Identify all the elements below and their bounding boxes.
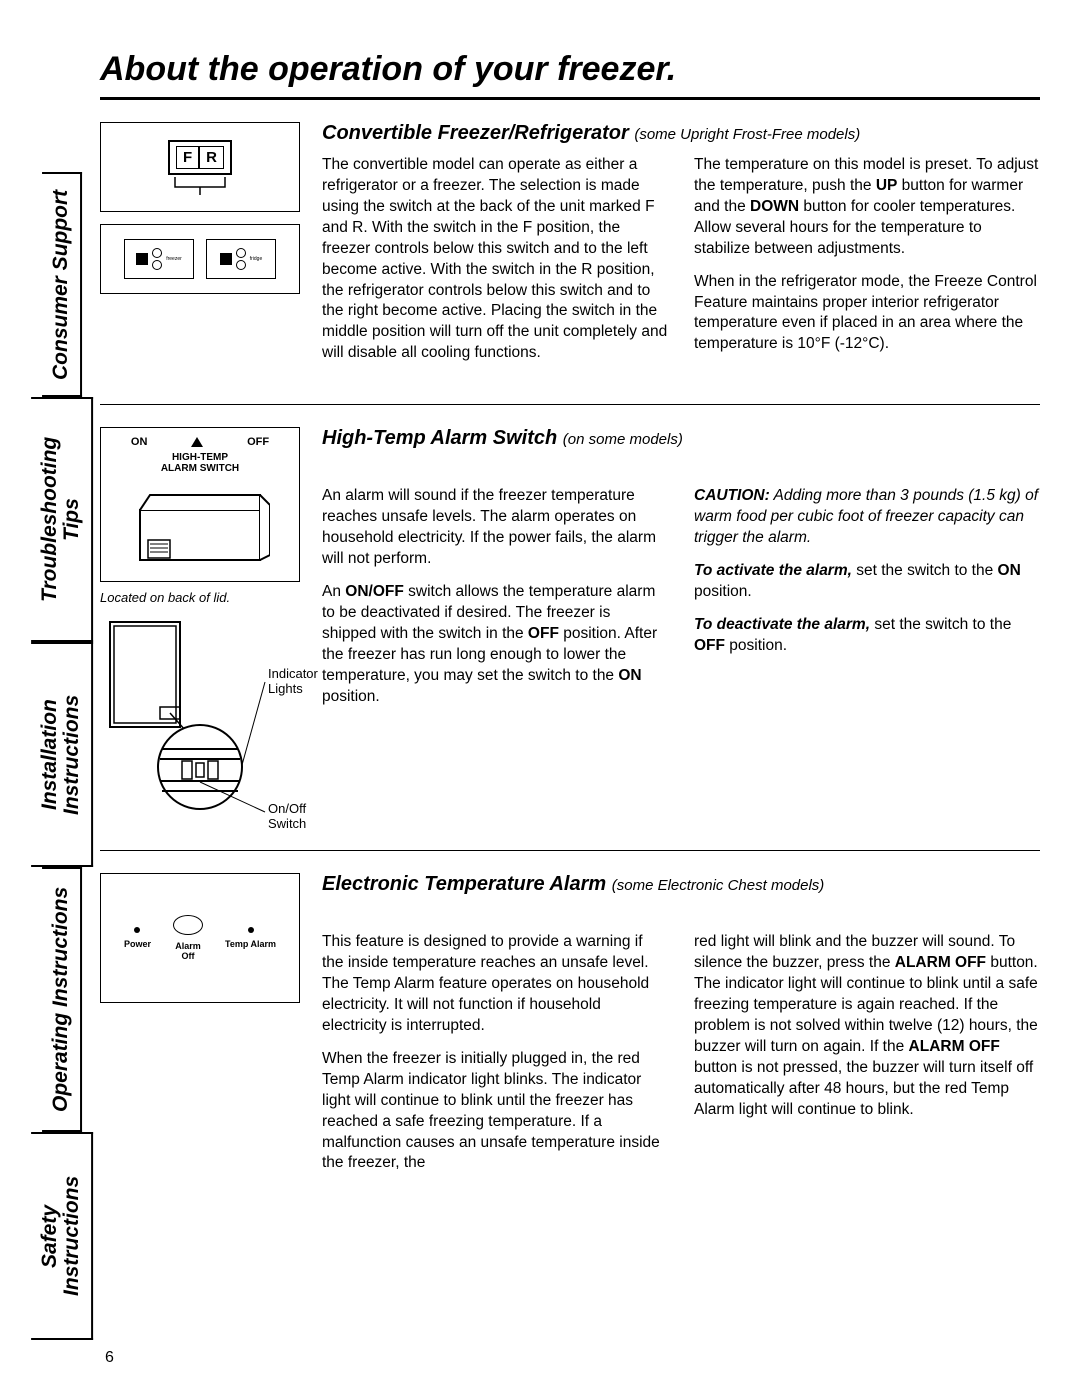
fr-r-label: R [199, 146, 224, 169]
tab-safety[interactable]: Safety Instructions [31, 1132, 93, 1340]
s2-c2-p2: To activate the alarm, set the switch to… [694, 561, 1040, 603]
s1-c2-p2: When in the refrigerator mode, the Freez… [694, 272, 1040, 356]
chest-freezer-icon [130, 480, 270, 570]
diagram-electronic-alarm: Power Alarm Off Temp Alarm [100, 873, 300, 1186]
section2-heading: High-Temp Alarm Switch (on some models) [322, 427, 1040, 450]
s2-c1-p1: An alarm will sound if the freezer tempe… [322, 486, 668, 570]
s3-c1-p2: When the freezer is initially plugged in… [322, 1049, 668, 1175]
main-content: About the operation of your freezer. F R… [100, 50, 1040, 1186]
section-high-temp: ON OFF HIGH-TEMP ALARM SWITCH Located on… [100, 427, 1040, 822]
diagram-convertible: F R freezer fridge [100, 122, 300, 376]
arrow-up-icon [191, 437, 203, 447]
control-panel-diagram: freezer fridge [100, 224, 300, 294]
switch-off-label: OFF [247, 436, 269, 448]
tab-consumer[interactable]: Consumer Support [42, 172, 82, 397]
s2-c2-caution: CAUTION: Adding more than 3 pounds (1.5 … [694, 486, 1040, 549]
fr-switch-diagram: F R [100, 122, 300, 212]
freezer-control-icon: freezer [124, 239, 194, 279]
fridge-control-icon: fridge [206, 239, 276, 279]
alarm-panel-diagram: Power Alarm Off Temp Alarm [100, 873, 300, 1003]
tab-troubleshooting[interactable]: Troubleshooting Tips [31, 397, 93, 642]
diagram-high-temp: ON OFF HIGH-TEMP ALARM SWITCH Located on… [100, 427, 300, 822]
s3-c1-p1: This feature is designed to provide a wa… [322, 932, 668, 1037]
fr-f-label: F [176, 146, 199, 169]
page-title: About the operation of your freezer. [100, 50, 1040, 89]
title-rule [100, 97, 1040, 100]
diagram-caption: Located on back of lid. [100, 590, 300, 605]
tab-installation[interactable]: Installation Instructions [31, 642, 93, 867]
s1-c2-p1: The temperature on this model is preset.… [694, 155, 1040, 260]
section-electronic-alarm: Power Alarm Off Temp Alarm Electronic Te… [100, 873, 1040, 1186]
sidebar-tabs: Safety Instructions Operating Instructio… [38, 50, 86, 1340]
section3-heading: Electronic Temperature Alarm (some Elect… [322, 873, 1040, 896]
power-indicator: Power [124, 927, 151, 949]
divider-1 [100, 404, 1040, 405]
tab-operating[interactable]: Operating Instructions [42, 867, 82, 1132]
upright-freezer-icon [100, 617, 300, 817]
s1-c1-p1: The convertible model can operate as eit… [322, 155, 668, 364]
switch-on-label: ON [131, 436, 148, 448]
alarm-switch-diagram: ON OFF HIGH-TEMP ALARM SWITCH [100, 427, 300, 582]
bracket-icon [170, 175, 230, 195]
s2-c2-p3: To deactivate the alarm, set the switch … [694, 615, 1040, 657]
s2-c1-p2: An ON/OFF switch allows the temperature … [322, 582, 668, 708]
page-number: 6 [105, 1349, 114, 1367]
section1-heading: Convertible Freezer/Refrigerator (some U… [322, 122, 1040, 145]
fr-switch: F R [168, 140, 232, 175]
temp-alarm-indicator: Temp Alarm [225, 927, 276, 949]
divider-2 [100, 850, 1040, 851]
indicator-lights-label: Indicator Lights [268, 667, 318, 696]
section-convertible: F R freezer fridge Convertibl [100, 122, 1040, 376]
indicator-diagram: Indicator Lights On/Off Switch [100, 617, 300, 822]
onoff-switch-label: On/Off Switch [268, 802, 306, 831]
s3-c2-p1: red light will blink and the buzzer will… [694, 932, 1040, 1120]
alarm-off-button: Alarm Off [173, 915, 203, 961]
switch-main-label: HIGH-TEMP ALARM SWITCH [109, 452, 291, 474]
